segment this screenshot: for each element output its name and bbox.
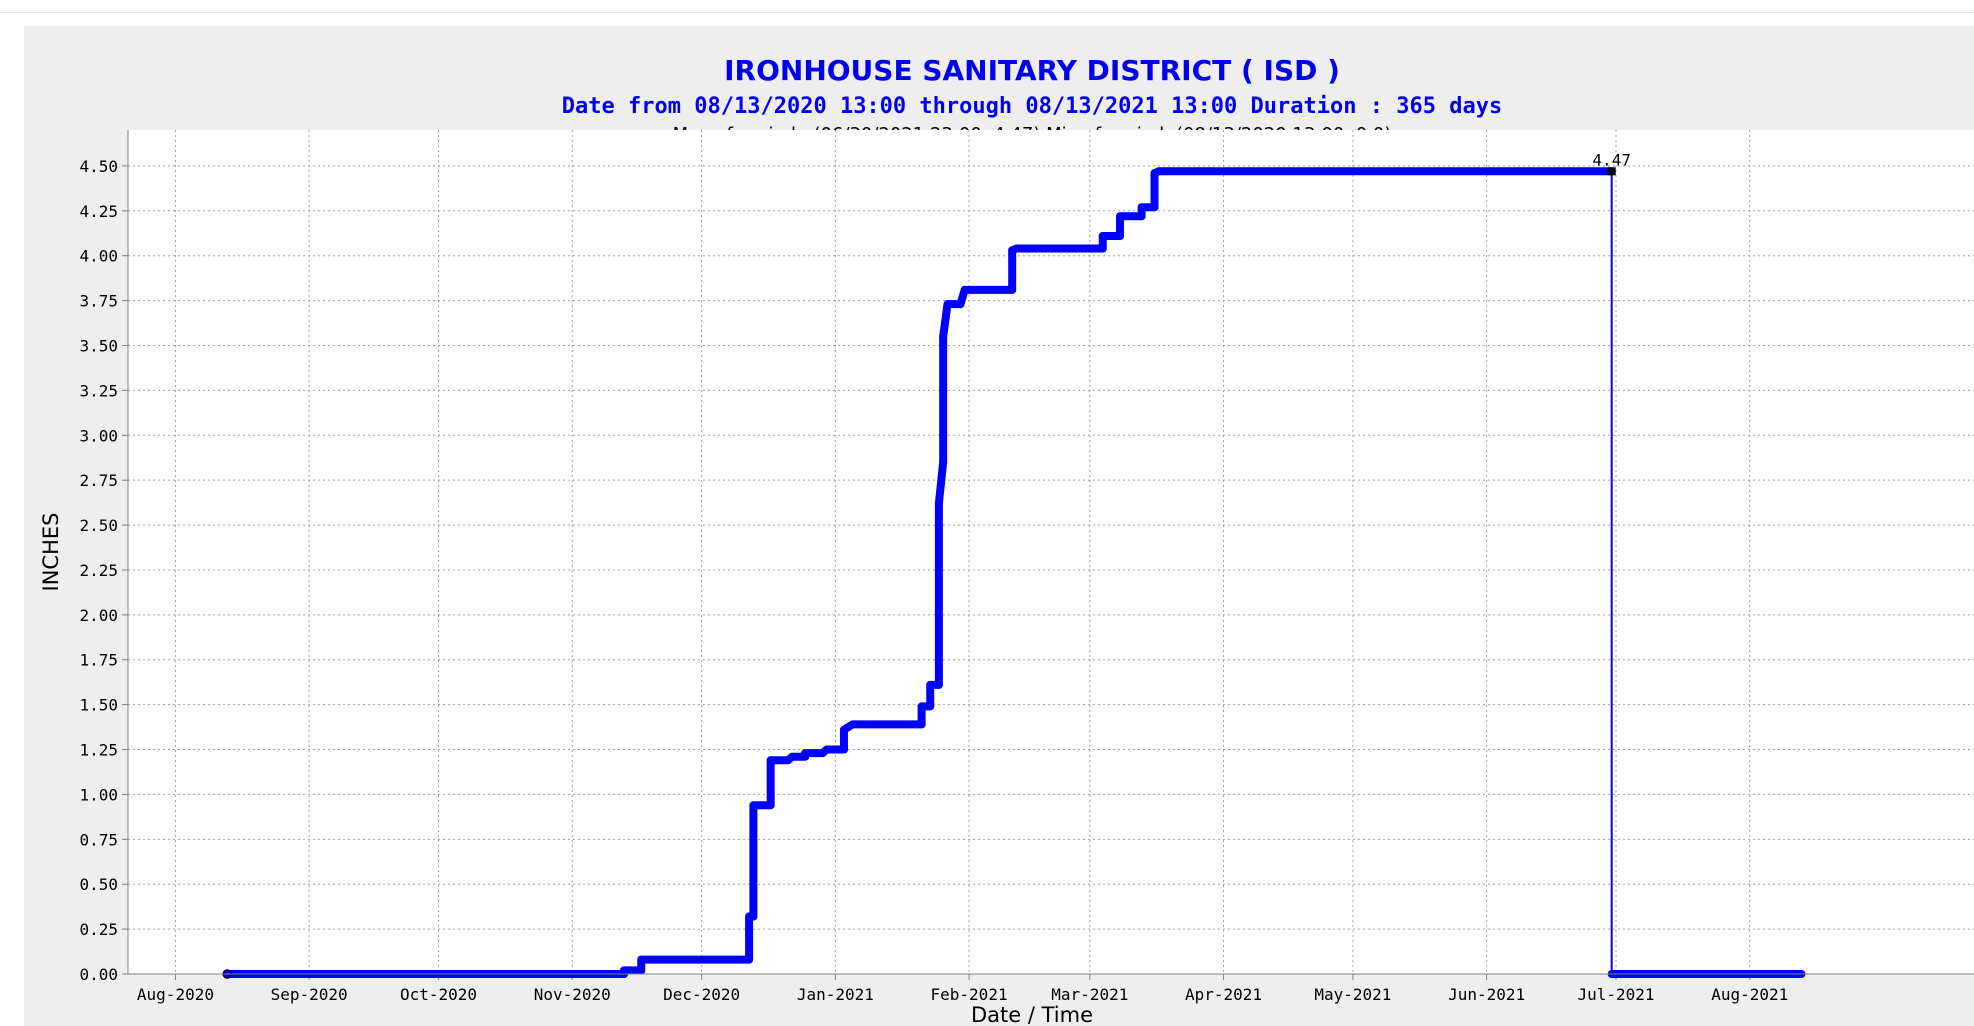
annotations: 4.47	[1592, 150, 1631, 176]
y-tick-label: 4.50	[79, 157, 118, 176]
y-tick-label: 1.50	[79, 696, 118, 715]
x-axis-label: Date / Time	[971, 1003, 1093, 1026]
x-tick-label: Mar-2021	[1051, 985, 1128, 1004]
y-axis-label: INCHES	[39, 513, 63, 592]
y-tick-label: 1.25	[79, 741, 118, 760]
chart-subtitle: Date from 08/13/2020 13:00 through 08/13…	[562, 94, 1502, 119]
y-tick-label: 3.75	[79, 292, 118, 311]
y-tick-label: 1.00	[79, 785, 118, 804]
y-tick-label: 1.75	[79, 651, 118, 670]
y-tick-label: 0.00	[79, 965, 118, 984]
chart: IRONHOUSE SANITARY DISTRICT ( ISD ) Date…	[39, 54, 1974, 1026]
x-tick-label: Jan-2021	[797, 985, 874, 1004]
x-tick-label: Feb-2021	[931, 985, 1008, 1004]
x-tick-label: May-2021	[1314, 985, 1391, 1004]
x-tick-label: Jul-2021	[1577, 985, 1654, 1004]
top-divider	[0, 12, 1974, 13]
chart-title: IRONHOUSE SANITARY DISTRICT ( ISD )	[724, 54, 1340, 87]
y-tick-label: 0.50	[79, 875, 118, 894]
y-tick-label: 0.75	[79, 830, 118, 849]
x-tick-label: Apr-2021	[1185, 985, 1262, 1004]
y-tick-label: 3.00	[79, 426, 118, 445]
y-tick-label: 3.50	[79, 336, 118, 355]
x-tick-label: Sep-2020	[271, 985, 348, 1004]
y-tick-label: 4.25	[79, 202, 118, 221]
grid	[122, 130, 1974, 980]
x-tick-label: Aug-2020	[137, 985, 214, 1004]
series-segment	[939, 300, 952, 341]
y-tick-label: 3.25	[79, 381, 118, 400]
y-tick-label: 0.25	[79, 920, 118, 939]
series-segment	[934, 458, 948, 508]
max-point-marker	[1607, 167, 1616, 176]
x-tick-label: Jun-2021	[1448, 985, 1525, 1004]
x-tick-labels: Aug-2020 Sep-2020 Oct-2020 Nov-2020 Dec-2020…	[137, 985, 1788, 1004]
x-tick-label: Oct-2020	[400, 985, 477, 1004]
y-tick-label: 4.00	[79, 247, 118, 266]
chart-panel: IRONHOUSE SANITARY DISTRICT ( ISD ) Date…	[24, 26, 1974, 1026]
y-tick-labels: 0.00 0.25 0.50 0.75 1.00 1.25 1.50 1.75 2.00 2.25…	[79, 157, 118, 984]
x-tick-label: Nov-2020	[534, 985, 611, 1004]
x-tick-label: Aug-2021	[1711, 985, 1788, 1004]
max-point-label: 4.47	[1592, 150, 1631, 169]
y-tick-label: 2.50	[79, 516, 118, 535]
plot-area	[128, 130, 1974, 974]
y-tick-label: 2.75	[79, 471, 118, 490]
x-tick-label: Dec-2020	[663, 985, 740, 1004]
y-tick-label: 2.25	[79, 561, 118, 580]
y-tick-label: 2.00	[79, 606, 118, 625]
